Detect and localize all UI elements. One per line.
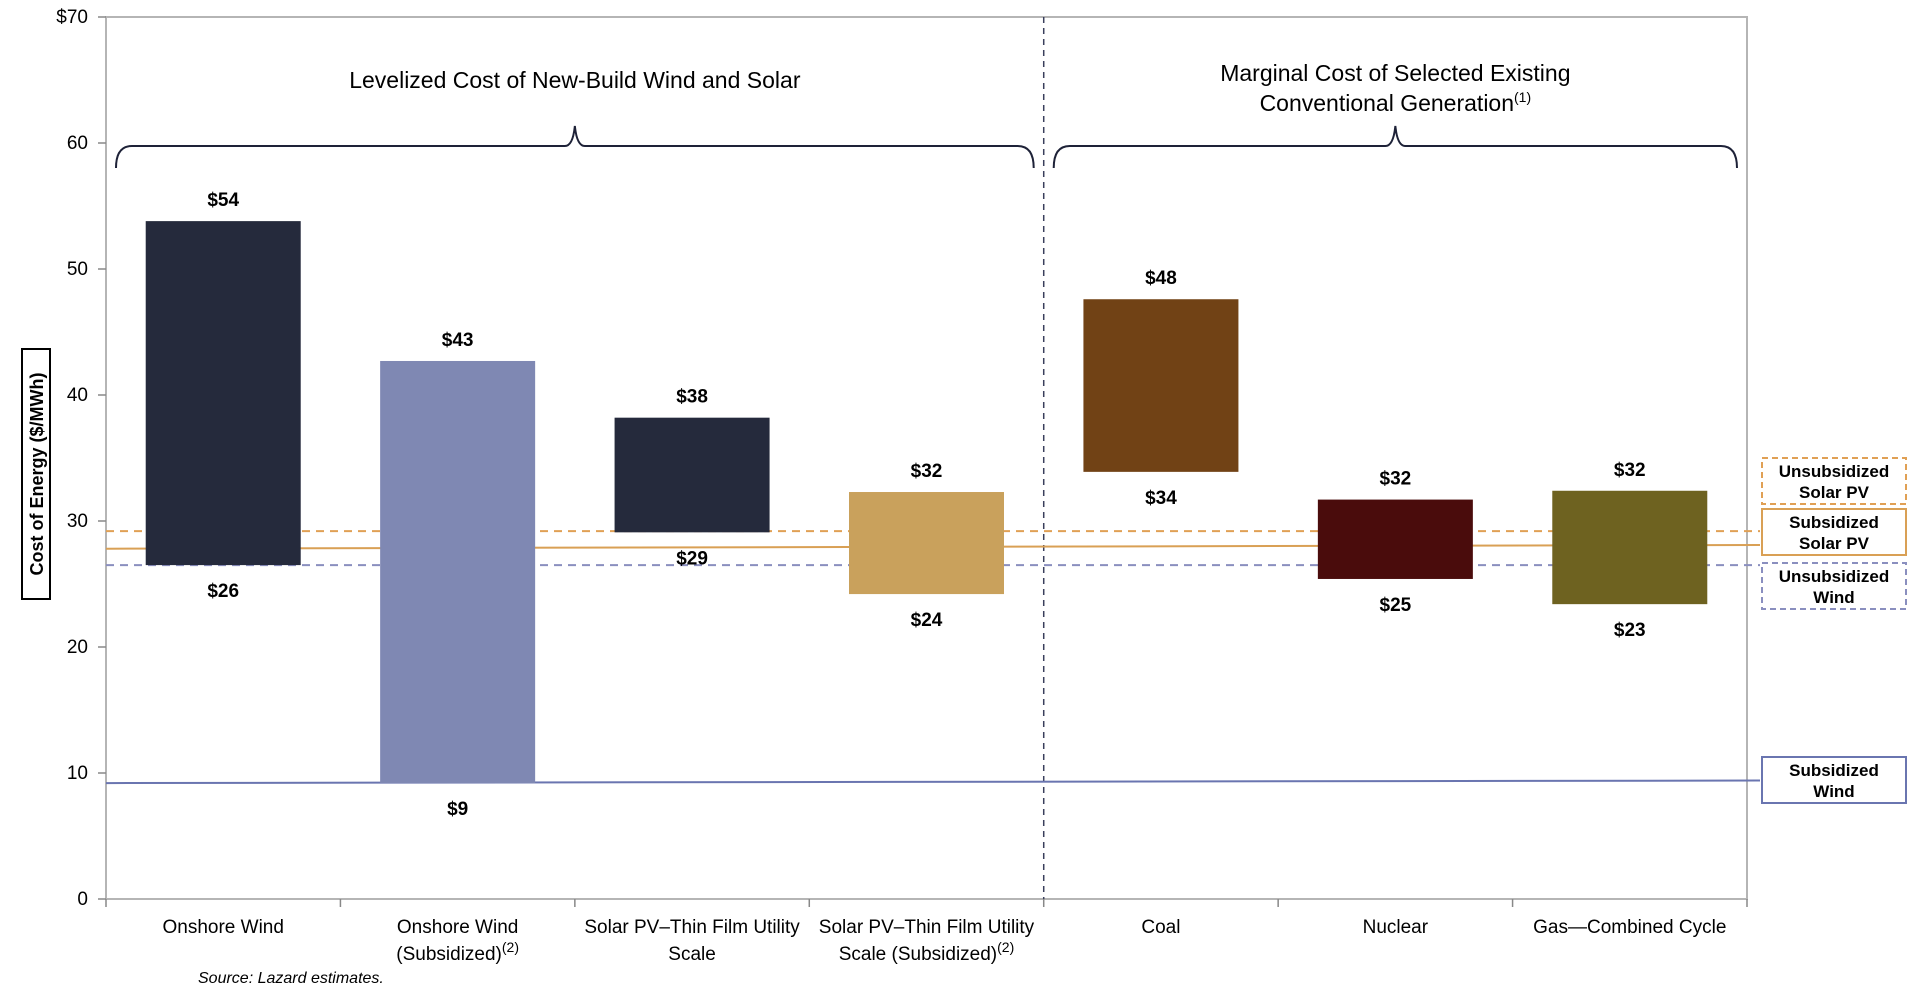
x-category-label: (Subsidized)(2) bbox=[396, 939, 519, 965]
y-tick-label: $70 bbox=[56, 7, 88, 28]
reference-line-label-box bbox=[1761, 508, 1907, 556]
reference-line-label: Solar PV bbox=[1799, 483, 1870, 502]
x-category-label: Scale bbox=[668, 944, 716, 965]
superscript: (2) bbox=[997, 939, 1014, 955]
x-category-label: Solar PV–Thin Film Utility bbox=[819, 917, 1035, 938]
x-category-label: Onshore Wind bbox=[162, 917, 283, 938]
reference-line-label: Solar PV bbox=[1799, 534, 1870, 553]
bar-high-label: $32 bbox=[911, 461, 943, 482]
y-tick-label: 10 bbox=[67, 763, 88, 784]
y-tick-label: 20 bbox=[67, 637, 88, 658]
reference-line-label: Wind bbox=[1813, 588, 1854, 607]
bar-high-label: $43 bbox=[442, 330, 474, 351]
bar bbox=[1552, 490, 1708, 605]
bar-high-label: $48 bbox=[1145, 268, 1177, 289]
bar bbox=[849, 492, 1004, 595]
bar-low-label: $29 bbox=[676, 548, 708, 569]
reference-line-label: Wind bbox=[1813, 782, 1854, 801]
y-tick-label: 40 bbox=[67, 385, 88, 406]
superscript: (2) bbox=[502, 939, 519, 955]
y-tick-label: 30 bbox=[67, 511, 88, 532]
y-axis-title-text: Cost of Energy ($/MWh) bbox=[27, 373, 47, 576]
group-header: Conventional Generation(1) bbox=[1260, 89, 1532, 116]
group-header: Marginal Cost of Selected Existing bbox=[1220, 60, 1570, 86]
reference-line-label-box bbox=[1761, 457, 1907, 505]
bar bbox=[614, 417, 770, 533]
group-brace bbox=[1052, 125, 1738, 169]
y-tick-label: 0 bbox=[77, 889, 88, 910]
x-category-label: Solar PV–Thin Film Utility bbox=[584, 917, 800, 938]
group-header: Levelized Cost of New-Build Wind and Sol… bbox=[349, 67, 801, 93]
y-axis-title-box bbox=[21, 348, 51, 600]
reference-line-label-box bbox=[1761, 562, 1907, 610]
bar-low-label: $9 bbox=[447, 799, 468, 820]
bar-low-label: $24 bbox=[911, 610, 943, 631]
y-axis-title: Cost of Energy ($/MWh) bbox=[21, 348, 51, 600]
bar-high-label: $32 bbox=[1380, 469, 1412, 490]
source-note: Source: Lazard estimates. bbox=[198, 970, 384, 986]
bar bbox=[1083, 299, 1239, 472]
x-category-label: Gas—Combined Cycle bbox=[1533, 917, 1726, 938]
bar-low-label: $34 bbox=[1145, 488, 1177, 509]
x-category-label: Scale (Subsidized)(2) bbox=[839, 939, 1015, 965]
reference-line-label: Unsubsidized bbox=[1779, 567, 1890, 586]
bar bbox=[380, 360, 536, 784]
superscript: (1) bbox=[1514, 89, 1531, 105]
reference-line-label: Subsidized bbox=[1789, 513, 1879, 532]
reference-line bbox=[105, 779, 1761, 785]
bar-high-label: $32 bbox=[1614, 460, 1646, 481]
bar bbox=[145, 221, 301, 566]
bar-low-label: $23 bbox=[1614, 620, 1646, 641]
reference-line-label-box bbox=[1761, 756, 1907, 804]
x-category-label: Nuclear bbox=[1363, 917, 1429, 938]
y-tick-label: 60 bbox=[67, 133, 88, 154]
reference-line-label: Subsidized bbox=[1789, 761, 1879, 780]
bar-low-label: $26 bbox=[207, 581, 239, 602]
x-category-label: Onshore Wind bbox=[397, 917, 518, 938]
x-category-label: Coal bbox=[1141, 917, 1180, 938]
y-tick-label: 50 bbox=[67, 259, 88, 280]
bar-high-label: $54 bbox=[207, 190, 239, 211]
group-brace bbox=[115, 125, 1035, 169]
reference-line-label: Unsubsidized bbox=[1779, 462, 1890, 481]
plot-frame bbox=[105, 16, 1748, 900]
bar-high-label: $38 bbox=[676, 387, 708, 408]
bar-low-label: $25 bbox=[1380, 595, 1412, 616]
bar bbox=[1317, 499, 1473, 579]
